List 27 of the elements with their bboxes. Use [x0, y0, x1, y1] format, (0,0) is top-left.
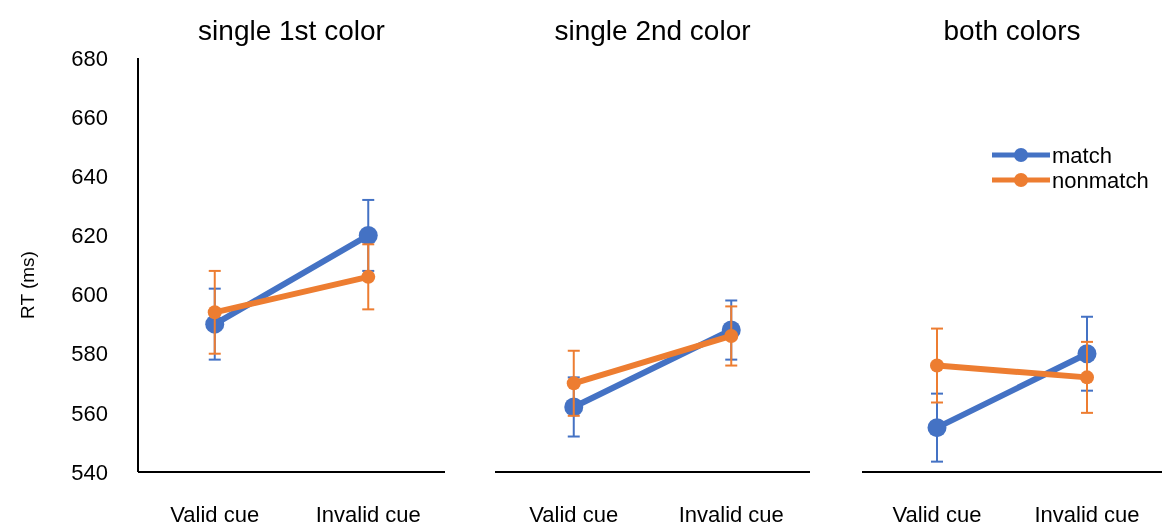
y-tick-label: 660 — [71, 104, 108, 130]
x-tick-label: Invalid cue — [678, 502, 784, 527]
chart-title: single 2nd color — [554, 15, 751, 46]
x-tick-label: Valid cue — [170, 502, 260, 527]
legend-label: nonmatch — [1052, 167, 1149, 193]
point — [1080, 370, 1094, 385]
y-axis-title: RT (ms) — [17, 251, 38, 319]
point — [207, 305, 222, 320]
y-tick-label: 680 — [71, 45, 108, 71]
x-tick-label: Valid cue — [892, 502, 982, 527]
point — [361, 269, 376, 284]
y-tick-label: 620 — [71, 223, 108, 249]
legend-label: match — [1052, 142, 1112, 168]
y-tick-label: 640 — [71, 163, 108, 189]
point — [927, 418, 947, 438]
x-tick-label: Invalid cue — [1034, 502, 1140, 527]
point — [566, 376, 581, 391]
y-tick-label: 580 — [71, 341, 108, 367]
y-tick-label: 600 — [71, 282, 108, 308]
y-tick-label: 540 — [71, 459, 108, 485]
point — [930, 358, 944, 373]
point — [358, 225, 378, 245]
x-tick-label: Valid cue — [529, 502, 619, 527]
chart-title: single 1st color — [198, 15, 385, 46]
chart-title: both colors — [943, 15, 1081, 46]
y-tick-label: 560 — [71, 400, 108, 426]
x-tick-label: Invalid cue — [315, 502, 421, 527]
